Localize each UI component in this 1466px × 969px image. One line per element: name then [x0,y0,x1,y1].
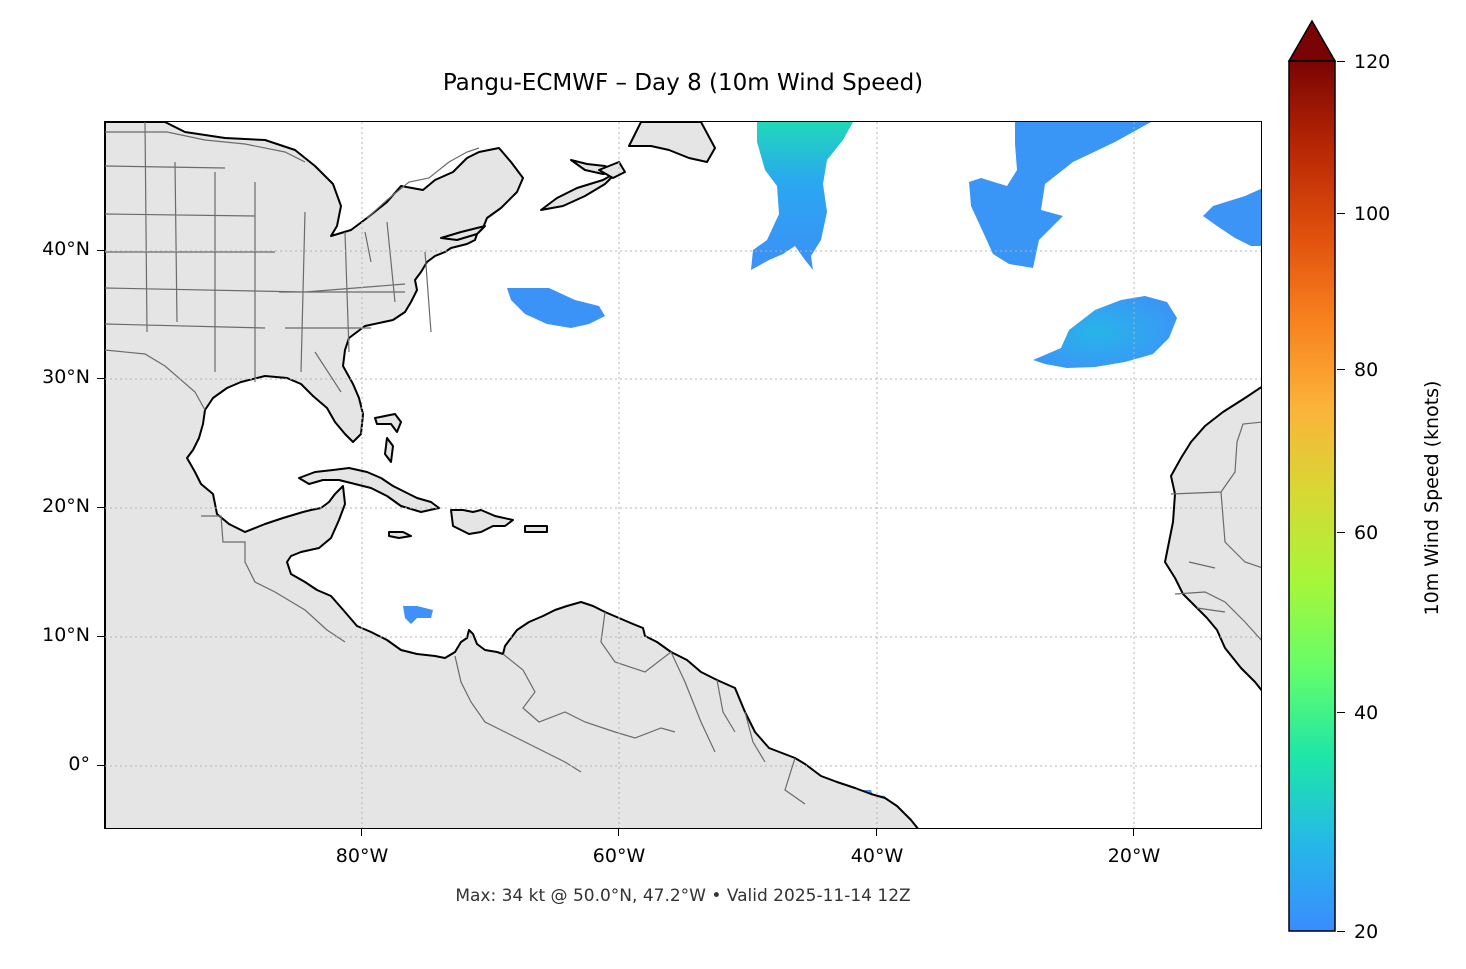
land-north-america [105,122,919,828]
colorbar-extend-arrow [1287,20,1337,62]
xtick-mark-80w [361,829,362,836]
colorbar-label-40: 40 [1354,702,1379,724]
colorbar-label-20: 20 [1354,921,1379,943]
land-puerto-rico [524,525,548,533]
wind-region-jet-west [751,122,853,270]
land-africa [1164,386,1261,692]
ytick-label-20n: 20°N [42,495,90,517]
map-canvas [105,122,1261,828]
ytick-mark-30n [97,378,104,379]
colorbar-label-80: 80 [1354,359,1379,381]
colorbar [1287,20,1337,932]
land [105,122,1261,828]
colorbar-tick-60 [1337,532,1345,533]
colorbar-tick-100 [1337,213,1345,214]
ytick-label-10n: 10°N [42,624,90,646]
ytick-mark-10n [97,636,104,637]
xtick-label-60w: 60°W [592,845,646,867]
colorbar-label-100: 100 [1354,203,1391,225]
border-central-america [201,515,346,643]
land-nova-scotia [540,171,618,211]
border-us-canada-east [366,147,480,219]
border-us-states [105,122,432,393]
colorbar-label-60: 60 [1354,522,1379,544]
wind-region-azores [1033,296,1177,368]
wind-region-bermuda [507,288,605,328]
map-title: Pangu-ECMWF – Day 8 (10m Wind Speed) [442,70,924,96]
wind-region-east-edge [1203,188,1261,246]
colorbar-title: 10m Wind Speed (knots) [1421,380,1443,616]
map-axes [104,121,1262,829]
land-newfoundland [628,122,716,163]
land-bahamas [374,413,402,463]
xtick-label-20w: 20°W [1107,845,1161,867]
ytick-mark-40n [97,250,104,251]
border-south-america [454,611,806,805]
ytick-mark-20n [97,507,104,508]
ytick-label-0: 0° [68,753,90,775]
ytick-mark-0 [97,765,104,766]
xtick-mark-40w [876,829,877,836]
colorbar-tick-120 [1337,61,1345,62]
colorbar-label-120: 120 [1354,51,1391,73]
land-cape-breton [598,161,626,179]
colorbar-tick-40 [1337,712,1345,713]
ytick-label-40n: 40°N [42,238,90,260]
xtick-mark-20w [1133,829,1134,836]
colorbar-tick-80 [1337,369,1345,370]
gridlines [105,122,1261,828]
border-us-canada [105,131,306,163]
border-west-africa [1170,421,1261,641]
xtick-mark-60w [618,829,619,836]
colorbar-gradient [1288,60,1336,932]
land-long-island [440,225,486,241]
borders [105,122,1261,805]
ytick-label-30n: 30°N [42,366,90,388]
wind-region-caribbean [403,606,433,624]
land-hispaniola [450,509,514,535]
xtick-label-80w: 80°W [335,845,389,867]
xtick-label-40w: 40°W [850,845,904,867]
land-cuba [298,467,440,513]
colorbar-tick-20 [1337,931,1345,932]
border-us-mexico [105,349,206,411]
land-jamaica [388,531,412,539]
wind-region-jet-east [969,122,1151,268]
max-wind-caption: Max: 34 kt @ 50.0°N, 47.2°W • Valid 2025… [455,886,911,906]
